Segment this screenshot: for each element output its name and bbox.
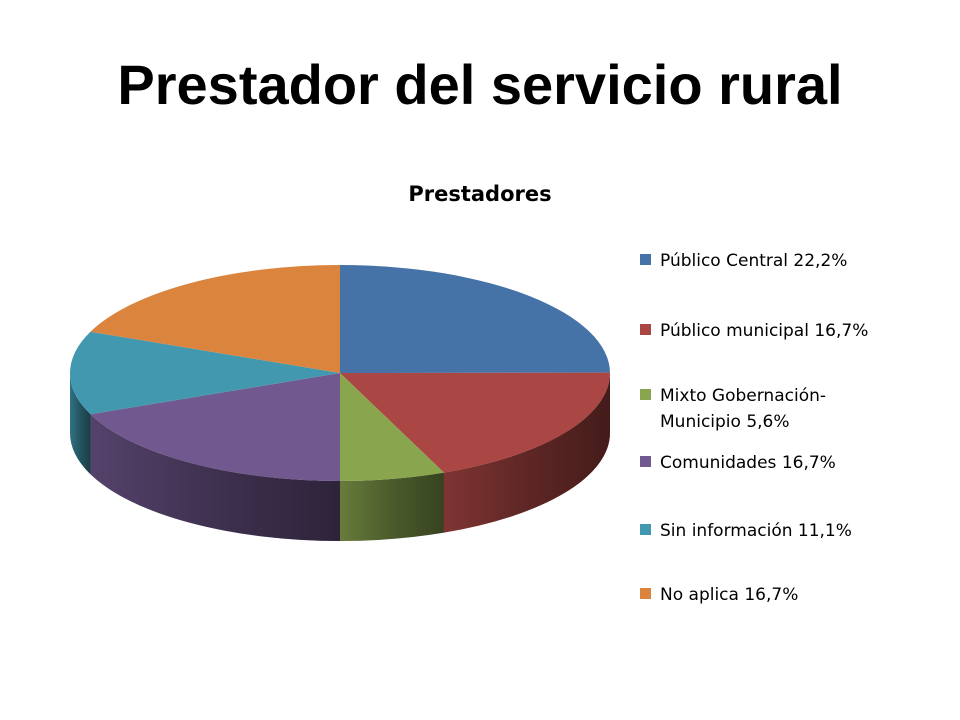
legend-item: Comunidades 16,7% (640, 450, 940, 476)
pie-slice-sin-informacion-11-1 (69, 331, 340, 415)
legend-item: Público Central 22,2% (640, 248, 940, 274)
legend-label: Comunidades 16,7% (660, 453, 836, 473)
legend-label: No aplica 16,7% (660, 585, 799, 605)
legend-swatch (640, 456, 651, 467)
pie-side-shade (443, 373, 610, 533)
legend-label: Público municipal 16,7% (660, 321, 869, 341)
pie-slice-publico-central-22-2 (340, 265, 610, 373)
legend-swatch (640, 254, 651, 265)
legend-item: Mixto Gobernación-Municipio 5,6% (640, 383, 940, 435)
pie-slice-publico-municipal-16-7 (340, 372, 610, 473)
legend-swatch (640, 389, 651, 400)
legend-item: Sin información 11,1% (640, 518, 940, 544)
legend-item: Público municipal 16,7% (640, 318, 940, 344)
pie-slice-mixto-gobernacion-municipio-5-6 (340, 373, 444, 481)
legend-swatch (640, 324, 651, 335)
legend-swatch (640, 588, 651, 599)
slide-title: Prestador del servicio rural (117, 53, 843, 116)
pie-slice-comunidades-16-7 (90, 373, 340, 481)
legend-label: Público Central 22,2% (660, 251, 848, 271)
legend-swatch (640, 524, 651, 535)
pie-slice-no-aplica-16-7 (90, 265, 340, 373)
pie-sides (70, 373, 610, 541)
pie-side-shade (340, 472, 444, 541)
pie-side-shade (70, 373, 91, 475)
legend-item: No aplica 16,7% (640, 582, 940, 608)
chart-title: Prestadores (408, 182, 552, 206)
pie-side-shade (90, 414, 340, 541)
legend-label: Sin información 11,1% (660, 521, 852, 541)
pie-tops (69, 265, 610, 481)
legend-label: Mixto Gobernación-Municipio 5,6% (660, 386, 827, 432)
